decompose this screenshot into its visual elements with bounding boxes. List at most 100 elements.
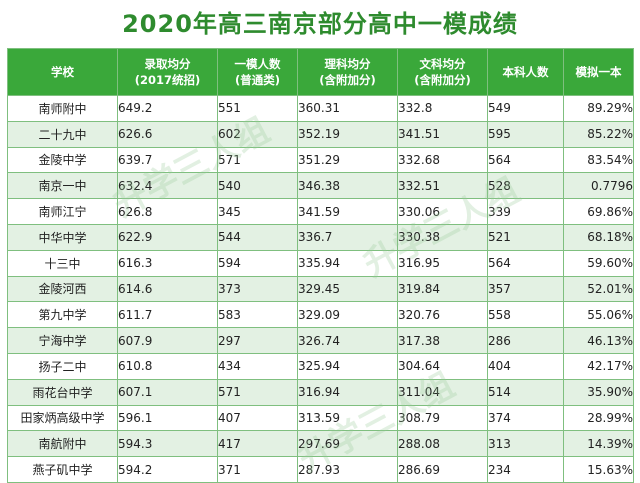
cell-science: 325.94 <box>297 352 398 380</box>
header-mock-count-line2: (普通类) <box>234 73 280 87</box>
cell-admission: 639.7 <box>117 146 218 174</box>
cell-arts: 304.64 <box>397 352 488 380</box>
table-header-row: 学校 录取均分 (2017统招) 一模人数 (普通类) 理科均分 (含附加分) … <box>7 48 634 96</box>
header-science-line2: (含附加分) <box>319 73 376 87</box>
cell-arts: 341.51 <box>397 120 488 148</box>
cell-admission: 594.3 <box>117 430 218 458</box>
cell-arts: 288.08 <box>397 430 488 458</box>
header-science-line1: 理科均分 <box>324 57 371 71</box>
cell-mock-count: 373 <box>217 275 298 303</box>
table-row: 南师附中 649.2 551 360.31 332.8 549 89.29% <box>7 95 634 122</box>
cell-mock-rate: 69.86% <box>563 198 634 225</box>
cell-school: 第九中学 <box>7 301 118 329</box>
cell-school: 南航附中 <box>7 430 118 458</box>
cell-mock-count: 407 <box>217 404 298 432</box>
cell-mock-rate: 55.06% <box>563 301 634 329</box>
cell-mock-count: 571 <box>217 378 298 406</box>
cell-admission: 594.2 <box>117 456 218 483</box>
cell-arts: 332.8 <box>397 95 488 122</box>
table-row: 雨花台中学 607.1 571 316.94 311.04 514 35.90% <box>7 378 634 406</box>
cell-admission: 611.7 <box>117 301 218 329</box>
cell-school: 燕子矶中学 <box>7 456 118 483</box>
table-row: 南师江宁 626.8 345 341.59 330.06 339 69.86% <box>7 198 634 225</box>
cell-admission: 607.1 <box>117 378 218 406</box>
cell-mock-rate: 68.18% <box>563 223 634 251</box>
cell-science: 346.38 <box>297 172 398 200</box>
cell-school: 中华中学 <box>7 223 118 251</box>
cell-undergrad: 549 <box>487 95 564 122</box>
cell-science: 316.94 <box>297 378 398 406</box>
header-arts-line2: (含附加分) <box>414 73 471 87</box>
cell-undergrad: 286 <box>487 327 564 354</box>
cell-undergrad: 595 <box>487 120 564 148</box>
cell-undergrad: 564 <box>487 146 564 174</box>
cell-arts: 308.79 <box>397 404 488 432</box>
cell-undergrad: 514 <box>487 378 564 406</box>
cell-arts: 320.76 <box>397 301 488 329</box>
cell-mock-rate: 0.7796 <box>563 172 634 200</box>
cell-science: 341.59 <box>297 198 398 225</box>
cell-undergrad: 528 <box>487 172 564 200</box>
cell-arts: 332.51 <box>397 172 488 200</box>
cell-school: 扬子二中 <box>7 352 118 380</box>
cell-admission: 632.4 <box>117 172 218 200</box>
cell-arts: 311.04 <box>397 378 488 406</box>
cell-mock-count: 583 <box>217 301 298 329</box>
cell-school: 雨花台中学 <box>7 378 118 406</box>
cell-school: 田家炳高级中学 <box>7 404 118 432</box>
header-admission-line1: 录取均分 <box>144 57 191 71</box>
table-row: 中华中学 622.9 544 336.7 330.38 521 68.18% <box>7 223 634 251</box>
table-row: 南京一中 632.4 540 346.38 332.51 528 0.7796 <box>7 172 634 200</box>
cell-admission: 616.3 <box>117 249 218 277</box>
cell-undergrad: 374 <box>487 404 564 432</box>
table-row: 二十九中 626.6 602 352.19 341.51 595 85.22% <box>7 120 634 148</box>
cell-science: 329.09 <box>297 301 398 329</box>
cell-arts: 317.38 <box>397 327 488 354</box>
cell-undergrad: 564 <box>487 249 564 277</box>
cell-undergrad: 558 <box>487 301 564 329</box>
cell-science: 352.19 <box>297 120 398 148</box>
table-row: 第九中学 611.7 583 329.09 320.76 558 55.06% <box>7 301 634 329</box>
cell-admission: 649.2 <box>117 95 218 122</box>
cell-school: 南师附中 <box>7 95 118 122</box>
table-row: 金陵中学 639.7 571 351.29 332.68 564 83.54% <box>7 146 634 174</box>
cell-mock-rate: 14.39% <box>563 430 634 458</box>
cell-school: 南师江宁 <box>7 198 118 225</box>
cell-mock-count: 371 <box>217 456 298 483</box>
cell-mock-rate: 89.29% <box>563 95 634 122</box>
cell-undergrad: 521 <box>487 223 564 251</box>
cell-arts: 332.68 <box>397 146 488 174</box>
cell-mock-count: 602 <box>217 120 298 148</box>
header-undergrad: 本科人数 <box>487 48 564 96</box>
table-row: 扬子二中 610.8 434 325.94 304.64 404 42.17% <box>7 352 634 380</box>
cell-mock-count: 434 <box>217 352 298 380</box>
header-admission: 录取均分 (2017统招) <box>117 48 218 96</box>
cell-arts: 330.06 <box>397 198 488 225</box>
table-row: 金陵河西 614.6 373 329.45 319.84 357 52.01% <box>7 275 634 303</box>
cell-mock-count: 345 <box>217 198 298 225</box>
cell-mock-count: 571 <box>217 146 298 174</box>
cell-admission: 626.6 <box>117 120 218 148</box>
header-arts: 文科均分 (含附加分) <box>397 48 488 96</box>
cell-school: 十三中 <box>7 249 118 277</box>
cell-mock-count: 417 <box>217 430 298 458</box>
cell-arts: 330.38 <box>397 223 488 251</box>
cell-undergrad: 313 <box>487 430 564 458</box>
header-science: 理科均分 (含附加分) <box>297 48 398 96</box>
header-mock-rate: 模拟一本 <box>563 48 634 96</box>
cell-science: 329.45 <box>297 275 398 303</box>
cell-undergrad: 234 <box>487 456 564 483</box>
cell-science: 287.93 <box>297 456 398 483</box>
cell-mock-rate: 85.22% <box>563 120 634 148</box>
cell-admission: 607.9 <box>117 327 218 354</box>
cell-mock-count: 297 <box>217 327 298 354</box>
cell-mock-rate: 59.60% <box>563 249 634 277</box>
cell-mock-count: 540 <box>217 172 298 200</box>
cell-mock-rate: 15.63% <box>563 456 634 483</box>
table-row: 宁海中学 607.9 297 326.74 317.38 286 46.13% <box>7 327 634 354</box>
cell-mock-rate: 83.54% <box>563 146 634 174</box>
cell-mock-rate: 52.01% <box>563 275 634 303</box>
cell-mock-rate: 42.17% <box>563 352 634 380</box>
cell-mock-count: 594 <box>217 249 298 277</box>
cell-school: 金陵中学 <box>7 146 118 174</box>
